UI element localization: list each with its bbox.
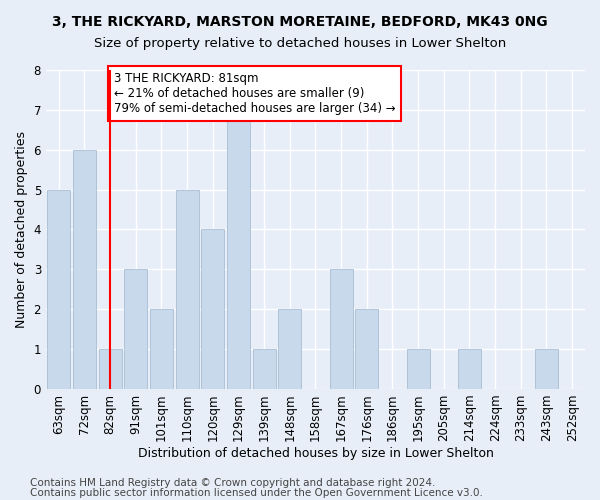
- Y-axis label: Number of detached properties: Number of detached properties: [15, 131, 28, 328]
- Bar: [47, 190, 70, 389]
- Bar: [253, 349, 275, 389]
- Text: Contains public sector information licensed under the Open Government Licence v3: Contains public sector information licen…: [30, 488, 483, 498]
- Bar: [176, 190, 199, 389]
- Bar: [98, 349, 122, 389]
- Text: Size of property relative to detached houses in Lower Shelton: Size of property relative to detached ho…: [94, 38, 506, 51]
- Bar: [458, 349, 481, 389]
- Bar: [227, 110, 250, 389]
- Bar: [201, 230, 224, 389]
- Bar: [407, 349, 430, 389]
- Text: 3 THE RICKYARD: 81sqm
← 21% of detached houses are smaller (9)
79% of semi-detac: 3 THE RICKYARD: 81sqm ← 21% of detached …: [114, 72, 395, 115]
- Text: 3, THE RICKYARD, MARSTON MORETAINE, BEDFORD, MK43 0NG: 3, THE RICKYARD, MARSTON MORETAINE, BEDF…: [52, 15, 548, 29]
- X-axis label: Distribution of detached houses by size in Lower Shelton: Distribution of detached houses by size …: [137, 447, 493, 460]
- Bar: [73, 150, 96, 389]
- Bar: [124, 270, 148, 389]
- Bar: [278, 309, 301, 389]
- Bar: [535, 349, 558, 389]
- Bar: [150, 309, 173, 389]
- Text: Contains HM Land Registry data © Crown copyright and database right 2024.: Contains HM Land Registry data © Crown c…: [30, 478, 436, 488]
- Bar: [355, 309, 379, 389]
- Bar: [329, 270, 353, 389]
